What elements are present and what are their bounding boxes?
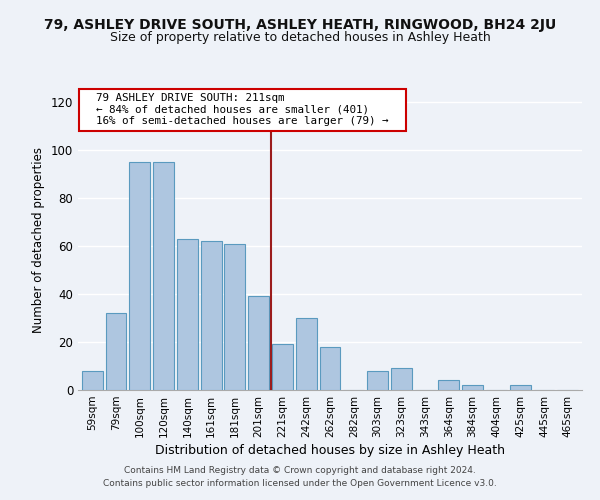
Text: Size of property relative to detached houses in Ashley Heath: Size of property relative to detached ho…: [110, 31, 490, 44]
Bar: [177, 239, 198, 390]
Bar: [200, 241, 221, 390]
Bar: [462, 385, 483, 390]
Bar: [296, 318, 317, 390]
Y-axis label: Number of detached properties: Number of detached properties: [32, 147, 45, 333]
Bar: [106, 313, 127, 390]
Bar: [367, 371, 388, 390]
Bar: [391, 368, 412, 390]
Bar: [82, 371, 103, 390]
Bar: [510, 385, 530, 390]
Text: 79, ASHLEY DRIVE SOUTH, ASHLEY HEATH, RINGWOOD, BH24 2JU: 79, ASHLEY DRIVE SOUTH, ASHLEY HEATH, RI…: [44, 18, 556, 32]
Bar: [248, 296, 269, 390]
Bar: [272, 344, 293, 390]
X-axis label: Distribution of detached houses by size in Ashley Heath: Distribution of detached houses by size …: [155, 444, 505, 457]
Bar: [320, 347, 340, 390]
Bar: [153, 162, 174, 390]
Text: 79 ASHLEY DRIVE SOUTH: 211sqm  
  ← 84% of detached houses are smaller (401)  
 : 79 ASHLEY DRIVE SOUTH: 211sqm ← 84% of d…: [83, 93, 401, 126]
Text: Contains HM Land Registry data © Crown copyright and database right 2024.
Contai: Contains HM Land Registry data © Crown c…: [103, 466, 497, 487]
Bar: [224, 244, 245, 390]
Bar: [439, 380, 460, 390]
Bar: [130, 162, 150, 390]
